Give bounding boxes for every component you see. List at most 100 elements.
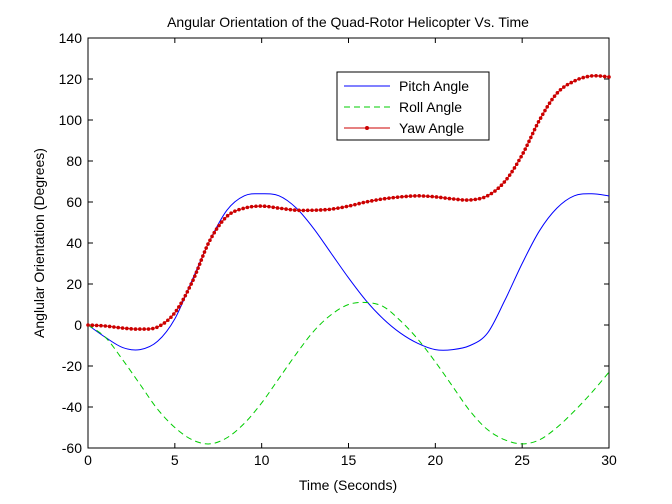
yaw-marker — [370, 199, 374, 203]
yaw-marker — [86, 323, 90, 327]
yaw-marker — [536, 120, 541, 124]
yaw-marker — [222, 216, 227, 221]
yaw-marker — [430, 194, 434, 199]
yaw-marker — [387, 196, 391, 200]
yaw-marker — [530, 131, 535, 136]
yaw-marker — [602, 74, 607, 79]
yaw-marker — [545, 105, 550, 109]
x-tick-label: 5 — [171, 452, 179, 468]
yaw-marker — [413, 194, 417, 198]
y-axis-label: Anglular Orientation (Degrees) — [31, 148, 47, 338]
yaw-marker — [517, 158, 521, 163]
yaw-marker — [502, 180, 507, 184]
yaw-marker — [187, 286, 192, 290]
yaw-marker — [521, 151, 526, 155]
yaw-marker — [159, 323, 163, 328]
y-tick-label: -40 — [62, 399, 82, 415]
yaw-marker — [558, 87, 563, 92]
yaw-marker — [434, 195, 439, 199]
yaw-marker — [499, 183, 504, 188]
yaw-marker — [99, 323, 103, 328]
yaw-marker — [353, 202, 357, 207]
yaw-marker — [237, 207, 241, 212]
yaw-marker — [201, 254, 205, 258]
yaw-marker — [552, 94, 557, 98]
y-tick-label: 20 — [66, 276, 82, 292]
yaw-marker — [310, 208, 314, 213]
yaw-marker — [340, 205, 345, 210]
yaw-marker — [357, 201, 361, 206]
yaw-marker — [267, 204, 271, 209]
yaw-marker — [481, 195, 486, 200]
yaw-marker — [532, 127, 537, 132]
series-line-roll-angle — [87, 301, 610, 445]
yaw-marker — [292, 208, 297, 212]
yaw-marker — [421, 194, 426, 198]
y-tick-label: 60 — [66, 194, 82, 210]
yaw-marker — [505, 176, 509, 181]
yaw-marker — [550, 97, 554, 102]
yaw-marker — [133, 327, 138, 331]
yaw-marker — [314, 208, 319, 212]
yaw-marker — [206, 242, 210, 246]
yaw-marker — [447, 196, 452, 201]
yaw-marker — [374, 198, 378, 202]
yaw-marker — [262, 204, 267, 209]
yaw-marker — [525, 143, 529, 148]
yaw-marker — [555, 91, 560, 95]
yaw-marker — [249, 204, 254, 209]
yaw-marker — [400, 194, 404, 199]
yaw-marker — [365, 199, 370, 204]
legend-label: Yaw Angle — [399, 120, 464, 136]
yaw-marker — [477, 196, 482, 201]
yaw-marker — [142, 327, 146, 331]
yaw-marker — [331, 207, 336, 211]
yaw-marker — [439, 195, 443, 200]
yaw-marker — [496, 186, 501, 191]
x-tick-label: 0 — [84, 452, 92, 468]
yaw-marker — [181, 297, 186, 302]
yaw-marker — [169, 315, 173, 320]
yaw-marker — [581, 75, 586, 80]
yaw-marker — [598, 74, 603, 78]
yaw-marker — [214, 227, 219, 231]
yaw-marker — [120, 326, 125, 330]
yaw-marker — [426, 194, 430, 199]
yaw-marker — [297, 208, 301, 213]
x-tick-label: 15 — [341, 452, 357, 468]
yaw-marker — [540, 112, 545, 117]
yaw-marker — [284, 207, 288, 211]
yaw-marker — [112, 325, 116, 329]
yaw-marker — [202, 250, 207, 254]
yaw-marker — [456, 197, 460, 202]
yaw-marker — [585, 74, 590, 79]
yaw-marker — [177, 305, 181, 309]
yaw-marker — [174, 308, 179, 313]
y-tick-label: -60 — [62, 440, 82, 456]
yaw-marker — [90, 323, 95, 328]
yaw-marker — [493, 189, 497, 193]
yaw-marker — [348, 203, 353, 208]
yaw-marker — [103, 324, 108, 328]
y-axis-ticks: -60 -40 -20 0 20 40 60 80 100 120 140 — [59, 30, 609, 456]
yaw-marker — [589, 74, 594, 78]
yaw-marker — [460, 198, 465, 202]
legend-label: Pitch Angle — [399, 78, 469, 94]
yaw-marker — [301, 208, 306, 213]
yaw-marker — [404, 194, 409, 199]
yaw-marker — [417, 194, 422, 198]
x-tick-label: 25 — [514, 452, 530, 468]
yaw-marker — [210, 234, 214, 239]
legend-label: Roll Angle — [399, 99, 462, 115]
yaw-marker — [318, 208, 323, 212]
yaw-marker — [473, 197, 478, 202]
yaw-marker — [395, 195, 400, 199]
yaw-marker — [189, 282, 193, 286]
yaw-marker — [229, 211, 233, 215]
yaw-marker — [225, 213, 230, 218]
yaw-marker — [191, 278, 195, 282]
chart-title: Angular Orientation of the Quad-Rotor He… — [167, 14, 529, 30]
yaw-marker — [547, 101, 552, 105]
yaw-marker — [245, 205, 250, 210]
